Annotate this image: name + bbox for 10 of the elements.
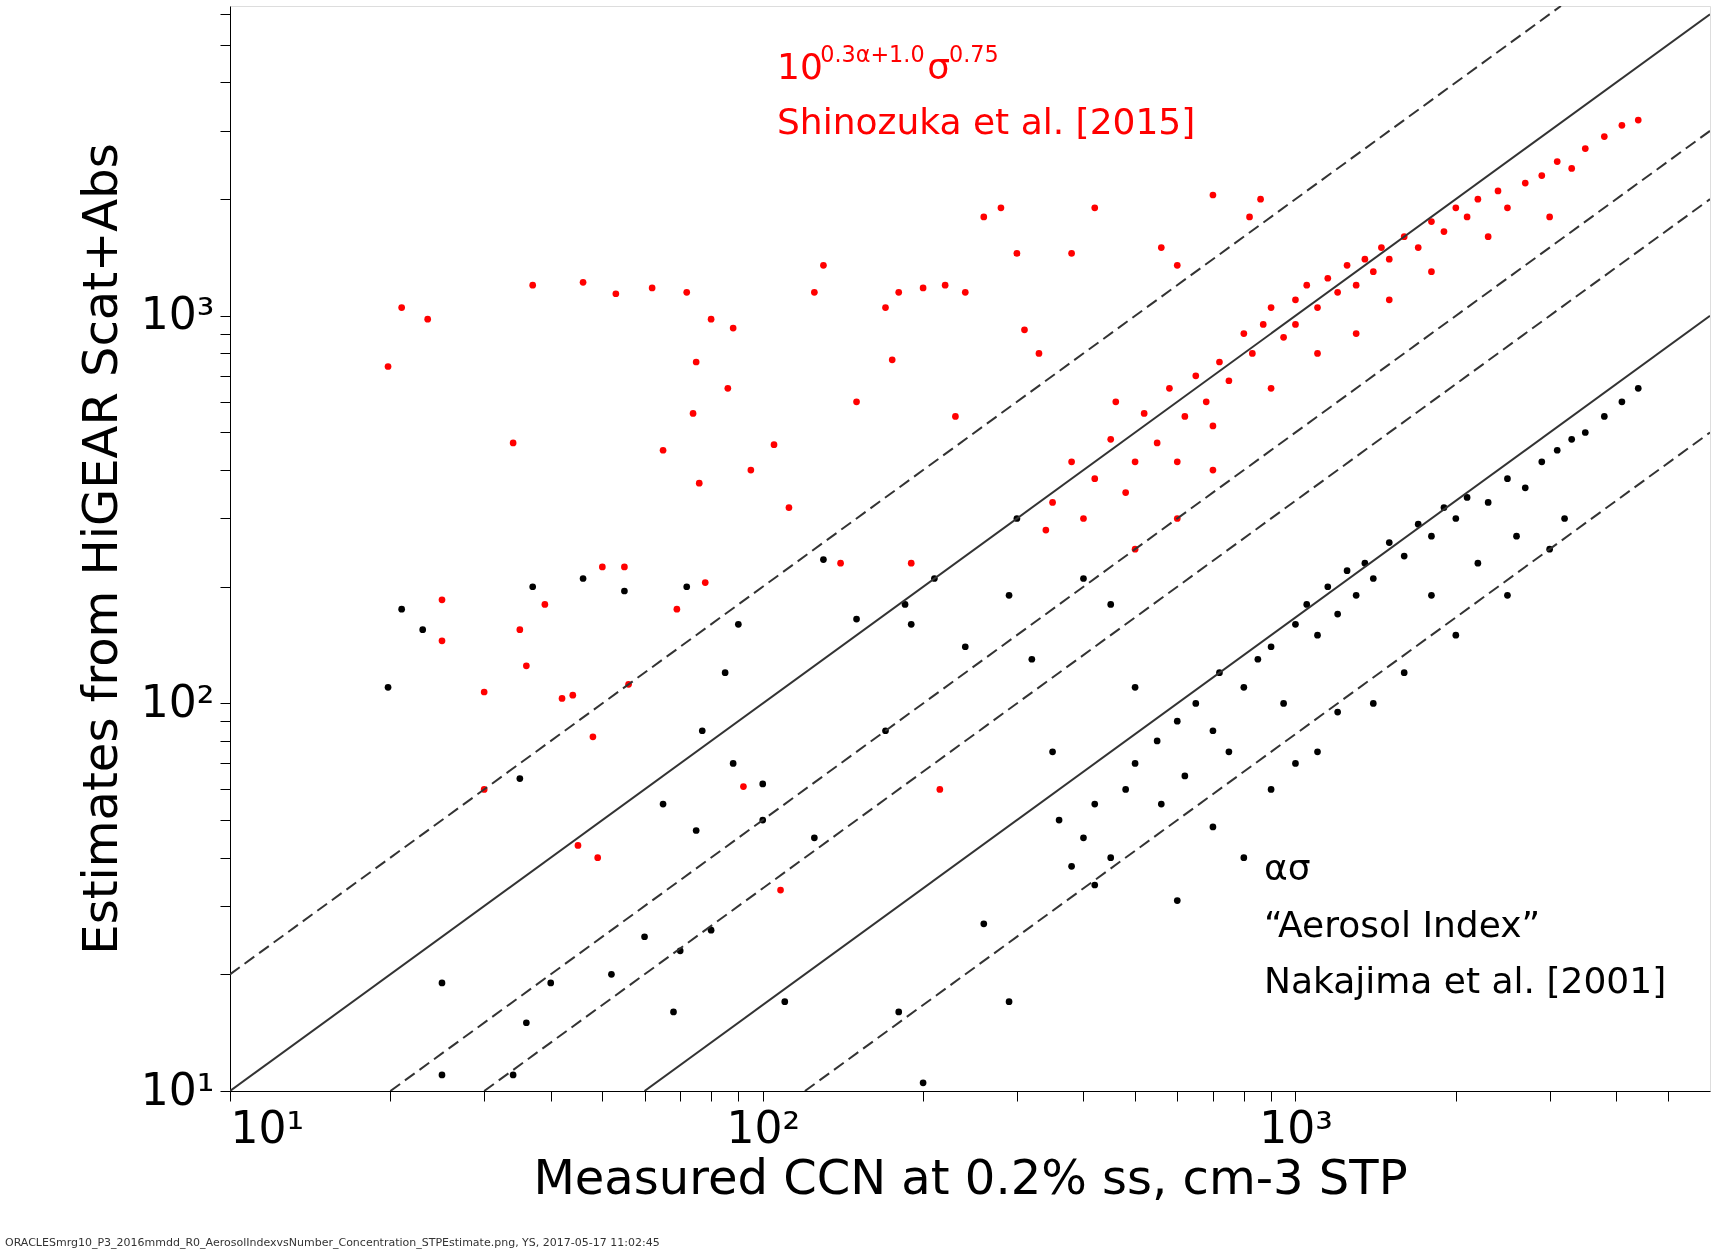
annotation: ασ	[1264, 847, 1311, 888]
y-tick-label: 10²	[140, 675, 215, 727]
y-axis-title: Estimates from HiGEAR Scat+Abs	[71, 143, 128, 955]
annotation: Nakajima et al. [2001]	[1264, 960, 1667, 1001]
y-tick-label: 10³	[140, 288, 215, 340]
annotation: Shinozuka et al. [2015]	[777, 101, 1196, 142]
y-tick-label: 10¹	[140, 1063, 215, 1115]
text: ORACLESmrg10_P3_2016mmdd_R0_AerosolIndexvsNumber_Concentration_STPEstimate.png, YS, 2017-05-17 11:02:45	[5, 1236, 660, 1249]
annotation: “Aerosol Index”	[1264, 904, 1541, 945]
x-tick-label: 10¹	[230, 1101, 305, 1153]
